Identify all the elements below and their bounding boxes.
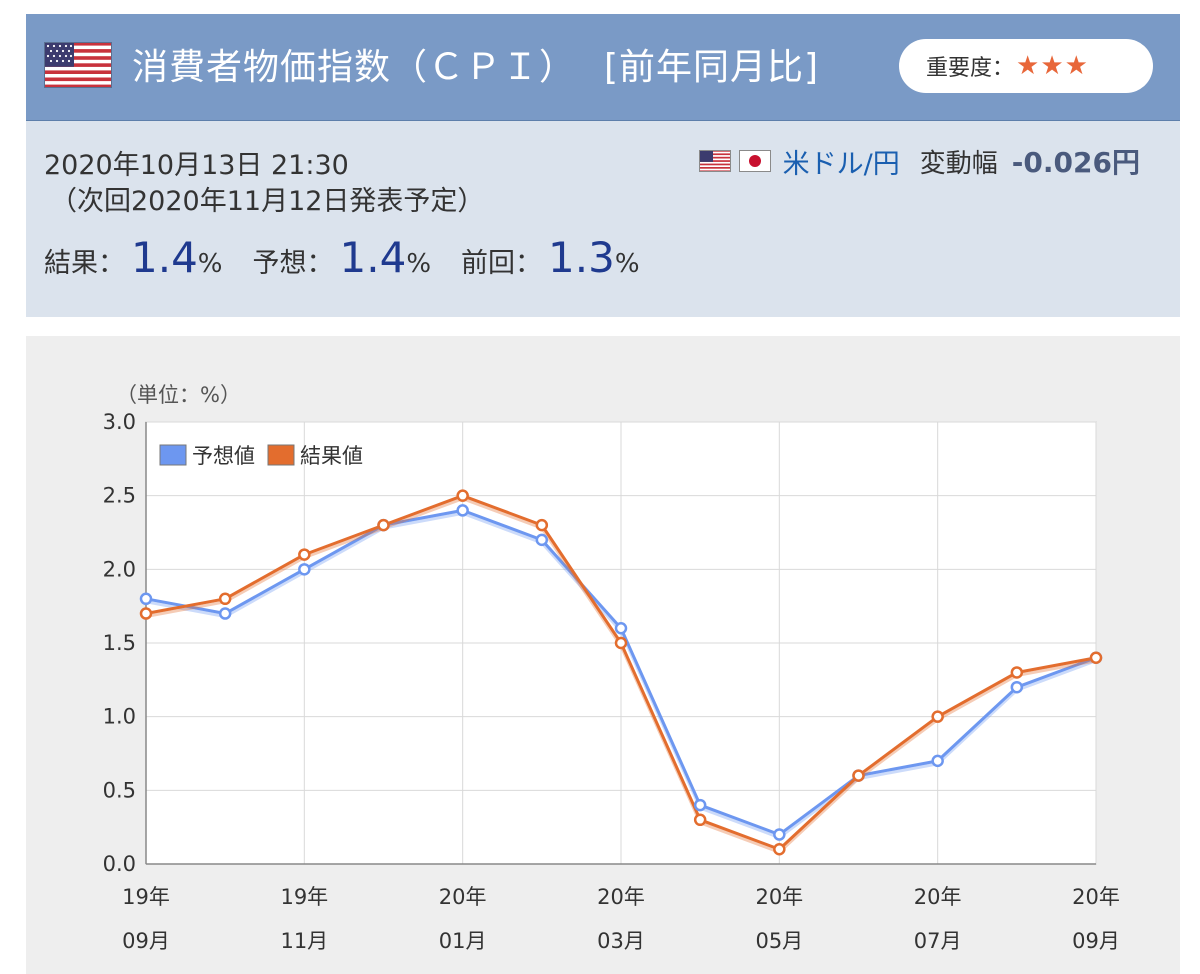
- change-value: -0.026円: [1011, 146, 1140, 179]
- previous-label: 前回：: [461, 248, 543, 279]
- x-tick-label-year: 19年: [122, 885, 170, 909]
- result-point: [773, 843, 786, 856]
- release-datetime: 2020年10月13日 21:30: [44, 150, 349, 181]
- currency-pair-block: 米ドル/円 変動幅 -0.026円: [698, 141, 1140, 181]
- result-point: [139, 607, 153, 620]
- chart-area: 0.0 0.5 1.0 1.5 2.0 2.5 3.0 19年 09月 19年 11月 20年 01月 2…: [26, 336, 1180, 974]
- result-point: [456, 489, 469, 502]
- indicator-header: 消費者物価指数（ＣＰＩ） [前年同月比] 重要度： ★★★: [26, 14, 1180, 121]
- result-point: [693, 813, 707, 827]
- result-point: [931, 710, 944, 723]
- forecast-value: 1.4: [339, 233, 407, 282]
- us-flag-icon: [44, 42, 112, 88]
- page-title: 消費者物価指数（ＣＰＩ） [前年同月比]: [132, 38, 819, 90]
- currency-pair-link[interactable]: 米ドル/円: [782, 148, 900, 180]
- forecast-point: [693, 798, 707, 812]
- next-release: （次回2020年11月12日発表予定）: [50, 186, 485, 217]
- y-tick-label: 3.0: [103, 410, 136, 434]
- x-tick-label-year: 20年: [755, 885, 803, 909]
- result-unit: %: [197, 249, 223, 279]
- x-tick-label-month: 05月: [755, 929, 803, 953]
- y-tick-label: 0.5: [103, 778, 136, 802]
- change-label: 変動幅: [919, 148, 998, 179]
- x-tick-label-month: 01月: [439, 929, 487, 953]
- y-tick-label: 1.0: [103, 705, 136, 729]
- x-tick-label-month: 09月: [1072, 929, 1120, 953]
- forecast-point: [535, 533, 549, 547]
- forecast-point: [218, 607, 232, 620]
- x-tick-label-month: 03月: [597, 929, 645, 953]
- y-tick-label: 2.5: [103, 484, 136, 508]
- result-point: [535, 518, 549, 532]
- importance-label: 重要度：: [926, 56, 1015, 81]
- unit-label: （単位：%）: [116, 383, 241, 407]
- x-tick-label-year: 20年: [1072, 885, 1120, 909]
- result-point: [218, 592, 232, 606]
- legend-swatch: [159, 444, 187, 466]
- result-point: [1089, 651, 1103, 664]
- indicator-subtitle: [前年同月比]: [604, 47, 820, 88]
- forecast-label: 予想：: [252, 248, 334, 279]
- importance-stars: ★★★: [1016, 51, 1089, 81]
- japan-flag-icon: [738, 150, 771, 172]
- stats-row: 結果： 1.4 % 予想： 1.4 % 前回： 1.3 %: [44, 233, 670, 282]
- x-tick-label-month: 11月: [280, 929, 328, 953]
- forecast-point: [139, 592, 153, 606]
- legend-label: 予想値: [192, 444, 255, 468]
- y-tick-label: 1.5: [103, 631, 136, 655]
- x-tick-label-year: 20年: [914, 885, 962, 909]
- forecast-point: [931, 754, 944, 768]
- indicator-title: 消費者物価指数（ＣＰＩ）: [132, 47, 577, 88]
- forecast-point: [773, 828, 786, 841]
- legend-label: 結果値: [300, 444, 363, 468]
- x-tick-label-year: 20年: [597, 885, 645, 909]
- x-tick-label-month: 09月: [122, 929, 170, 953]
- forecast-unit: %: [406, 249, 432, 279]
- x-tick-label-year: 20年: [439, 885, 487, 909]
- forecast-point: [614, 622, 628, 635]
- us-flag-icon: [698, 150, 731, 172]
- result-point: [377, 518, 390, 532]
- cpi-line-chart: 0.0 0.5 1.0 1.5 2.0 2.5 3.0 19年 09月 19年 11月 20年 01月 2…: [103, 383, 1120, 953]
- release-info-panel: 2020年10月13日 21:30 （次回2020年11月12日発表予定） 米ド…: [26, 121, 1180, 317]
- x-tick-label-month: 07月: [914, 929, 962, 953]
- forecast-point: [456, 504, 469, 517]
- legend-swatch: [267, 444, 295, 466]
- result-point: [614, 636, 628, 650]
- previous-unit: %: [614, 249, 640, 279]
- y-tick-label: 0.0: [103, 852, 136, 876]
- result-point: [852, 769, 865, 782]
- forecast-point: [1010, 680, 1024, 694]
- result-value: 1.4: [131, 233, 198, 282]
- previous-value: 1.3: [548, 233, 615, 282]
- result-point: [298, 548, 311, 561]
- result-point: [1010, 666, 1024, 679]
- result-label: 結果：: [44, 248, 125, 279]
- importance-badge: 重要度： ★★★: [899, 39, 1153, 93]
- forecast-point: [298, 563, 311, 576]
- x-tick-label-year: 19年: [280, 885, 328, 909]
- y-tick-label: 2.0: [103, 557, 136, 581]
